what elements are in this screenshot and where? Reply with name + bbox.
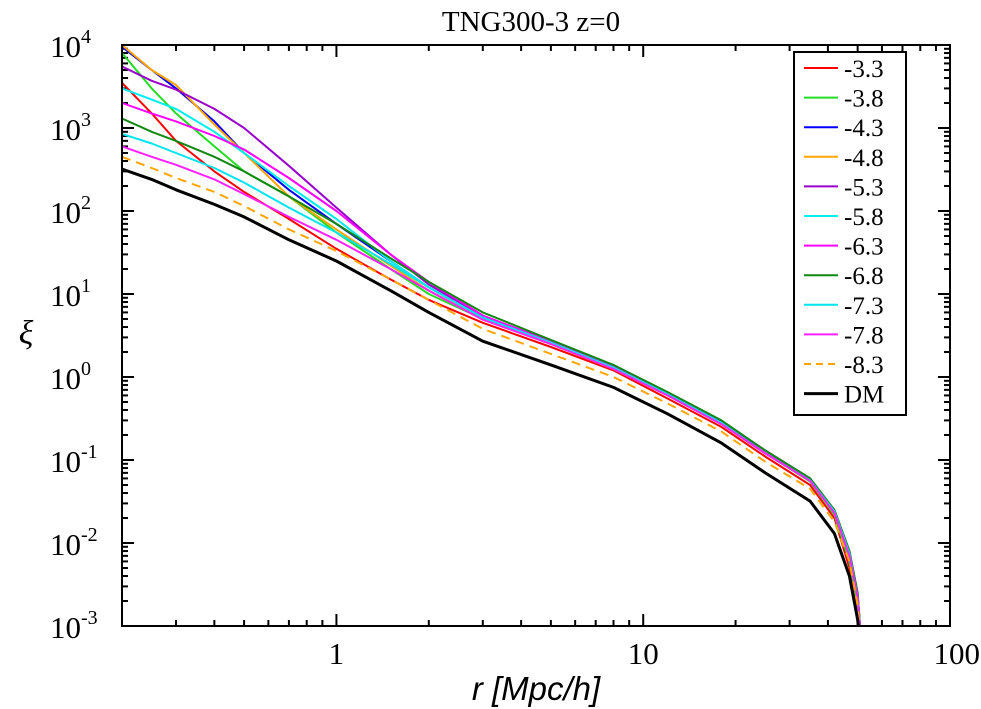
legend-label: -4.3 bbox=[844, 115, 884, 142]
series-line-DM bbox=[122, 167, 860, 626]
series-line-43 bbox=[122, 46, 861, 626]
series-line-83 bbox=[122, 155, 861, 626]
series-line-78 bbox=[122, 145, 861, 626]
legend-label: -7.8 bbox=[844, 322, 884, 349]
series-line-33 bbox=[122, 82, 861, 626]
y-axis-label: ξ bbox=[19, 315, 34, 352]
y-tick-label: 103 bbox=[50, 109, 91, 147]
series-line-63 bbox=[122, 102, 862, 626]
series-line-58 bbox=[122, 87, 861, 626]
y-tick-label: 102 bbox=[50, 192, 91, 230]
y-tick-label: 10-3 bbox=[50, 607, 98, 645]
y-tick-label: 100 bbox=[50, 358, 91, 396]
x-tick-label: 100 bbox=[934, 636, 981, 671]
y-tick-label: 10-1 bbox=[50, 441, 98, 479]
x-tick-label: 1 bbox=[329, 636, 345, 671]
legend-label: -6.3 bbox=[844, 234, 884, 261]
series-line-48 bbox=[122, 45, 861, 626]
legend-box bbox=[793, 51, 907, 416]
series-layer bbox=[122, 45, 862, 626]
legend-label: -6.8 bbox=[844, 263, 884, 290]
legend-label: -3.8 bbox=[844, 86, 884, 113]
series-line-53 bbox=[122, 65, 862, 626]
series-line-73 bbox=[122, 132, 861, 626]
legend-label: -5.3 bbox=[844, 174, 884, 201]
x-tick-labels: 1 10 100 bbox=[329, 636, 980, 671]
x-tick-label: 10 bbox=[628, 636, 659, 671]
y-tick-label: 10-2 bbox=[50, 524, 98, 562]
legend: -3.3 -3.8-4.3 -4.8-5.3 -5.8 -6.3-6.8 -7.3-7.8… bbox=[793, 51, 907, 416]
legend-label: -7.3 bbox=[844, 293, 884, 320]
y-tick-label: 104 bbox=[50, 26, 91, 64]
series-line-68 bbox=[122, 117, 862, 626]
legend-label: DM bbox=[844, 382, 884, 409]
y-tick-label: 101 bbox=[50, 275, 91, 313]
legend-label: -8.3 bbox=[844, 352, 884, 379]
plot-frame bbox=[121, 44, 951, 627]
y-tick-labels: 104 103 102 101 100 10-1 10-2 10-3 bbox=[50, 26, 98, 645]
legend-label: -4.8 bbox=[844, 145, 884, 172]
legend-label: -3.3 bbox=[844, 56, 884, 83]
chart-title: TNG300-3 z=0 bbox=[442, 6, 620, 38]
legend-label: -5.8 bbox=[844, 204, 884, 231]
x-axis-label: r [Mpc/h] bbox=[472, 670, 601, 707]
